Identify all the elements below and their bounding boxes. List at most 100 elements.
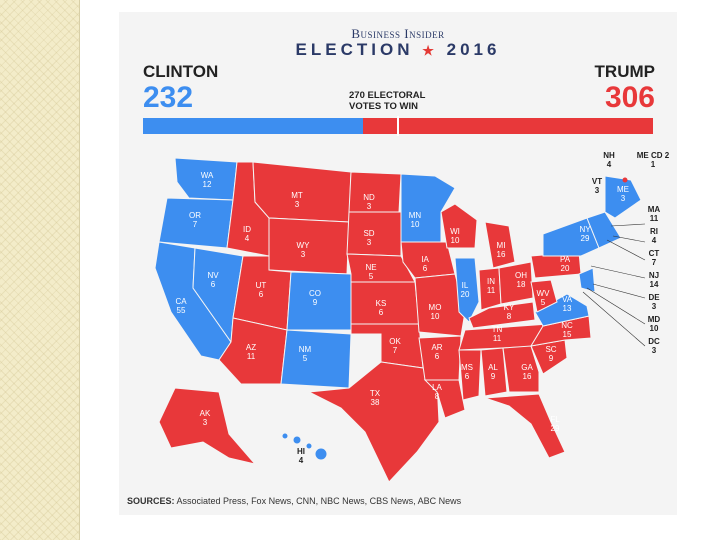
label-mi: MI 16 <box>497 241 506 259</box>
label-wa: WA 12 <box>201 171 214 189</box>
state-labels: WA 12 OR 7 CA 55 NV 6 ID 4 MT 3 WY 3 UT 6 CO 9 AZ… <box>175 171 629 465</box>
label-fl: FL 29 <box>550 415 560 433</box>
label-co: CO 9 <box>309 289 321 307</box>
threshold-line-2: VOTES TO WIN <box>349 101 418 112</box>
threshold-label: 270 ELECTORAL VOTES TO WIN <box>349 90 449 112</box>
label-nd: ND 3 <box>363 193 375 211</box>
election-map-panel: Business Insider ELECTION ★ 2016 CLINTON… <box>119 12 677 515</box>
callout-line-de <box>592 283 646 299</box>
label-wi: WI 10 <box>450 227 460 245</box>
state-mo <box>414 273 466 337</box>
state-fl <box>484 393 566 459</box>
label-al: AL 9 <box>488 363 498 381</box>
callout-ct: CT 7 <box>649 249 660 267</box>
trump-votes: 306 <box>604 81 655 114</box>
label-ms: MS 6 <box>461 363 473 381</box>
callout-line-nj <box>590 265 646 279</box>
state-ak <box>158 387 257 465</box>
label-pa: PA 20 <box>560 255 571 273</box>
label-hi: HI 4 <box>297 447 305 465</box>
state-md-de-nj <box>578 267 596 293</box>
callout-dc: DC 3 <box>648 337 660 355</box>
state-hi <box>281 432 328 461</box>
label-ks: KS 6 <box>376 299 387 317</box>
me-cd2-marker <box>622 177 628 183</box>
state-wv <box>530 279 558 313</box>
label-ok: OK 7 <box>389 337 401 355</box>
callout-line-ct <box>606 239 646 261</box>
callout-nh: NH 4 <box>603 151 615 169</box>
label-ny: NY 29 <box>579 225 591 243</box>
label-nm: NM 5 <box>299 345 312 363</box>
label-tx: TX 38 <box>370 389 381 407</box>
state-new-england <box>586 211 622 249</box>
state-ok <box>350 323 424 369</box>
callout-line-md <box>586 287 646 325</box>
callout-ri: RI 4 <box>650 227 658 245</box>
label-ia: IA 6 <box>421 255 429 273</box>
state-ms <box>458 349 482 401</box>
clinton-name: CLINTON <box>143 62 219 81</box>
label-id: ID 4 <box>243 225 251 243</box>
label-me: ME 3 <box>617 185 629 203</box>
election-title-word: ELECTION <box>295 40 414 59</box>
label-wv: WV 5 <box>537 289 551 307</box>
label-mn: MN 10 <box>409 211 422 229</box>
label-or: OR 7 <box>189 211 201 229</box>
threshold-marker <box>397 116 399 136</box>
label-tn: TN 11 <box>492 325 503 343</box>
state-mi <box>484 221 516 269</box>
star-icon: ★ <box>422 43 438 58</box>
label-wy: WY 3 <box>297 241 311 259</box>
label-sd: SD 3 <box>363 229 374 247</box>
label-va: VA 13 <box>562 295 573 313</box>
state-ga <box>502 345 540 393</box>
us-electoral-map: WA 12 OR 7 CA 55 NV 6 ID 4 MT 3 WY 3 UT 6 CO 9 AZ… <box>154 151 670 483</box>
election-title-year: 2016 <box>446 40 501 59</box>
label-ky: KY 8 <box>504 303 515 321</box>
threshold-line-1: 270 ELECTORAL <box>349 90 426 101</box>
state-wi <box>440 203 478 249</box>
trump-vote-bar <box>363 118 653 134</box>
state-ky <box>468 301 536 329</box>
state-va <box>534 293 590 327</box>
sources-text: Associated Press, Fox News, CNN, NBC New… <box>176 496 462 506</box>
label-mt: MT 3 <box>291 191 303 209</box>
callout-line-ri <box>612 235 646 243</box>
state-ny <box>542 217 600 257</box>
label-sc: SC 9 <box>545 345 556 363</box>
callout-vt: VT 3 <box>592 177 602 195</box>
election-title: ELECTION ★ 2016 <box>119 40 677 60</box>
callout-ma: MA 11 <box>648 205 661 223</box>
clinton-vote-bar <box>143 118 363 134</box>
label-ca: CA 55 <box>175 297 187 315</box>
label-nv: NV 6 <box>207 271 219 289</box>
state-il <box>454 257 480 323</box>
callout-md: MD 10 <box>648 315 661 333</box>
label-ga: GA 16 <box>521 363 533 381</box>
state-tx <box>307 361 440 483</box>
callout-nj: NJ 14 <box>649 271 659 289</box>
label-nc: NC 15 <box>561 321 573 339</box>
slide-side-strip <box>0 0 80 540</box>
label-ar: AR 6 <box>431 343 442 361</box>
state-nd <box>348 171 402 213</box>
label-ut: UT 6 <box>256 281 267 299</box>
label-mo: MO 10 <box>429 303 442 321</box>
state-co <box>286 271 352 331</box>
state-al <box>480 347 508 397</box>
state-oh <box>498 261 534 305</box>
label-la: LA 8 <box>432 383 442 401</box>
label-az: AZ 11 <box>246 343 256 361</box>
callout-line-ma <box>610 223 646 227</box>
brand-logo-text: Business Insider <box>351 26 445 41</box>
clinton-votes: 232 <box>143 81 194 114</box>
trump-name: TRUMP <box>594 62 655 81</box>
label-ak: AK 3 <box>200 409 211 427</box>
callout-de: DE 3 <box>648 293 660 311</box>
label-in: IN 11 <box>487 277 496 295</box>
label-il: IL 20 <box>461 281 470 299</box>
callout-line-dc <box>582 291 646 347</box>
state-nm <box>280 329 352 389</box>
